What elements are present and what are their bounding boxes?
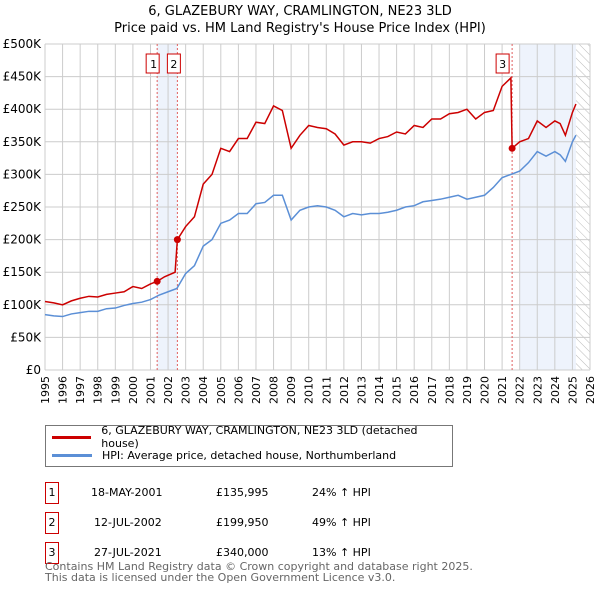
y-tick-label: £100K [3, 298, 43, 312]
sale-marker-box [145, 53, 160, 74]
plot-area: 1995 1996 1997 1998 1999 2000 2001 2002 2003 2004… [3, 37, 597, 404]
y-tick-label: £50K [10, 330, 42, 344]
x-tick-label: 2012 [338, 376, 351, 404]
chart-title: 6, GLAZEBURY WAY, CRAMLINGTON, NE23 3LD [148, 4, 452, 19]
legend-swatch-blue [52, 453, 92, 457]
legend-label: HPI: Average price, detached house, Nort… [102, 448, 397, 462]
sale-marker-box [495, 53, 510, 74]
sale-price: £135,995 [216, 486, 269, 499]
sale-date: 27-JUL-2021 [94, 546, 162, 559]
x-tick-label: 2021 [496, 376, 509, 404]
sale-marker-label: 3 [499, 58, 506, 71]
y-tick-label: £150K [3, 265, 43, 279]
sale-point [508, 144, 516, 152]
y-tick-label: £300K [3, 167, 43, 181]
x-tick-label: 2007 [250, 376, 263, 404]
sale-date: 12-JUL-2002 [94, 516, 162, 529]
sale-marker-label: 2 [170, 58, 177, 71]
footer-line: Contains HM Land Registry data © Crown c… [45, 560, 473, 573]
legend: 6, GLAZEBURY WAY, CRAMLINGTON, NE23 3LD … [45, 424, 453, 467]
x-tick-label: 2014 [373, 376, 386, 404]
x-tick-label: 2003 [180, 376, 193, 404]
footer-line: This data is licensed under the Open Gov… [45, 571, 396, 584]
x-tick-label: 2025 [566, 376, 579, 404]
footer: Contains HM Land Registry data © Crown c… [45, 561, 473, 583]
sale-number: 2 [45, 512, 59, 534]
x-tick-label: 1997 [74, 376, 87, 404]
x-tick-label: 2009 [285, 376, 298, 404]
sale-point [153, 277, 161, 285]
legend-item-hpi: HPI: Average price, detached house, Nort… [52, 446, 396, 464]
x-tick-label: 2013 [355, 376, 368, 404]
x-tick-label: 1998 [92, 376, 105, 404]
x-tick-label: 2001 [144, 376, 157, 404]
y-tick-label: £200K [3, 233, 43, 247]
x-tick-label: 2023 [531, 376, 544, 404]
x-tick-label: 2016 [408, 376, 421, 404]
y-tick-label: £400K [3, 102, 43, 116]
sale-date: 18-MAY-2001 [91, 486, 163, 499]
legend-swatch-red [52, 435, 92, 439]
sale-number: 3 [45, 542, 59, 564]
x-tick-label: 2026 [584, 376, 597, 404]
x-tick-label: 2015 [391, 376, 404, 404]
x-tick-label: 1995 [39, 376, 52, 404]
x-tick-label: 2018 [443, 376, 456, 404]
sale-number: 1 [45, 482, 59, 504]
x-tick-label: 2004 [197, 376, 210, 404]
y-tick-label: £350K [3, 135, 43, 149]
x-tick-label: 2020 [479, 376, 492, 404]
x-tick-label: 2010 [303, 376, 316, 404]
x-tick-label: 2002 [162, 376, 175, 404]
hpi-line [44, 134, 577, 318]
sale-marker-box [166, 53, 181, 74]
sale-price: £199,950 [216, 516, 269, 529]
x-tick-label: 1996 [57, 376, 70, 404]
y-tick-label: £250K [3, 200, 43, 214]
x-tick-label: 2008 [268, 376, 281, 404]
x-tick-label: 2022 [514, 376, 527, 404]
x-tick-label: 2024 [549, 376, 562, 404]
x-tick-label: 2011 [320, 376, 333, 404]
sale-hpi-diff: 13% ↑ HPI [312, 546, 371, 559]
legend-label: 6, GLAZEBURY WAY, CRAMLINGTON, NE23 3LD … [101, 424, 418, 450]
y-tick-label: £450K [3, 70, 43, 84]
legend-item-property: 6, GLAZEBURY WAY, CRAMLINGTON, NE23 3LD … [52, 424, 452, 450]
chart-subtitle: Price paid vs. HM Land Registry's House … [114, 21, 486, 36]
sale-hpi-diff: 49% ↑ HPI [312, 516, 371, 529]
sale-price: £340,000 [216, 546, 269, 559]
x-tick-label: 2019 [461, 376, 474, 404]
sale-marker-label: 1 [150, 58, 157, 71]
x-tick-label: 2005 [215, 376, 228, 404]
x-tick-label: 2000 [127, 376, 140, 404]
y-tick-label: £0 [26, 363, 41, 377]
x-tick-label: 2006 [232, 376, 245, 404]
sale-point [173, 236, 181, 244]
x-tick-label: 1999 [109, 376, 122, 404]
sale-hpi-diff: 24% ↑ HPI [312, 486, 371, 499]
x-tick-label: 2017 [426, 376, 439, 404]
y-tick-label: £500K [3, 37, 43, 51]
price-line [44, 76, 577, 306]
